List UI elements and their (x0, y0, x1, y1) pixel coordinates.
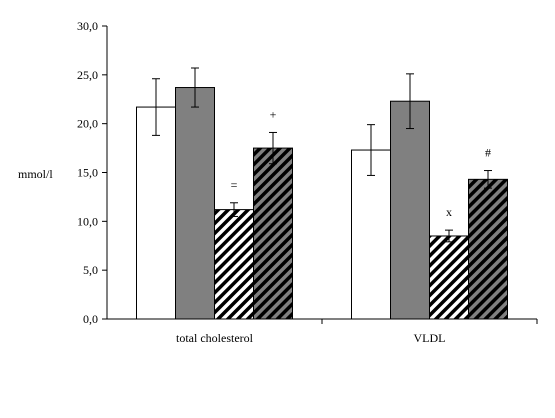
bar (468, 178, 508, 320)
ticks-layer: 0,0 5,0 10,0 15,0 20,0 25,0 30,0 total choleste… (77, 19, 538, 345)
y-tick-label: 0,0 (83, 312, 98, 326)
significance-marker: # (485, 146, 491, 160)
y-tick-label: 30,0 (77, 19, 98, 33)
x-category-label: total cholesterol (176, 331, 254, 345)
y-tick-label: 20,0 (77, 117, 98, 131)
y-tick-label: 25,0 (77, 68, 98, 82)
significance-marker: + (270, 107, 277, 121)
error-bars-layer (152, 67, 492, 243)
significance-marker: = (231, 178, 238, 192)
bar (136, 106, 176, 320)
bars-layer (136, 87, 508, 320)
bar (390, 100, 430, 320)
annotations-layer: = + x # (231, 107, 491, 219)
x-category-label: VLDL (414, 331, 446, 345)
bar (175, 87, 215, 320)
y-tick-label: 10,0 (77, 214, 98, 228)
y-tick-label: 15,0 (77, 166, 98, 180)
y-tick-label: 5,0 (83, 263, 98, 277)
bar (429, 235, 469, 320)
significance-marker: x (446, 205, 452, 219)
y-axis-title: mmol/l (18, 167, 53, 181)
bar (214, 209, 254, 320)
bar (351, 149, 391, 320)
bar (253, 147, 293, 320)
